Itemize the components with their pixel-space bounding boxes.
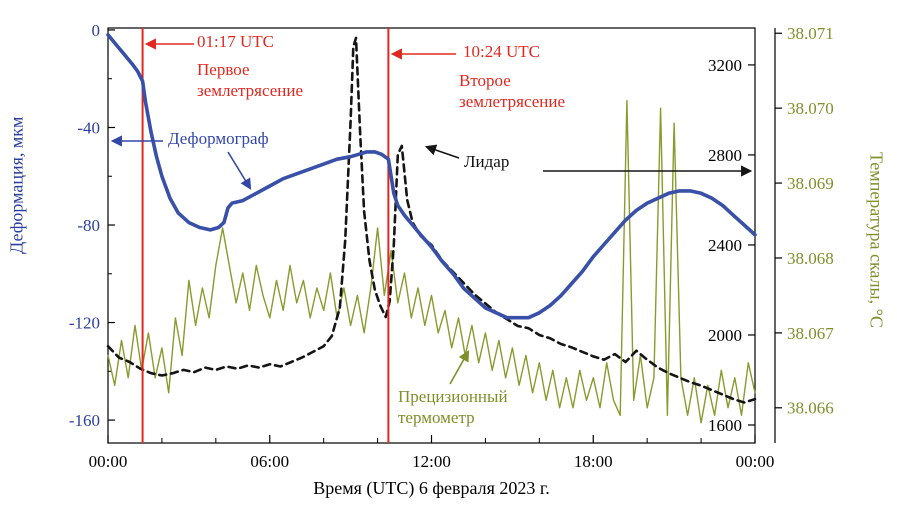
tick-label-x: 06:00 <box>250 452 289 471</box>
tick-label-lidar: 3200 <box>708 56 742 75</box>
tick-label-temperature: 38.066 <box>787 399 834 418</box>
temperature-series-line <box>107 99 756 424</box>
tick-label-deformation: -120 <box>69 313 100 332</box>
tick-label-x: 18:00 <box>574 452 613 471</box>
tick-label-lidar: 1600 <box>708 416 742 435</box>
tick-label-x: 00:00 <box>89 452 128 471</box>
y-axis-label-temperature: Температура скалы, °С <box>866 152 887 328</box>
annotation-arrow <box>449 350 470 385</box>
tick-label-temperature: 38.069 <box>787 174 834 193</box>
annotation-arrow <box>424 144 460 159</box>
lidar-series-line <box>106 36 757 404</box>
tick-label-x: 12:00 <box>412 452 451 471</box>
tick-label-lidar: 2400 <box>708 236 742 255</box>
annotation-arrow <box>227 151 252 190</box>
deformation-series-line <box>106 32 757 320</box>
tick-label-deformation: -40 <box>77 118 100 137</box>
event1-name-label: Первое землетрясение <box>197 60 304 100</box>
thermometer-series-label: Прецизионный термометр <box>398 387 508 427</box>
event1-time-label: 01:17 UTC <box>197 32 274 51</box>
event2-time-label: 10:24 UTC <box>463 42 540 61</box>
y-axis-label-deformation: Деформация, мкм <box>6 116 27 254</box>
tick-label-lidar: 2000 <box>708 326 742 345</box>
tick-label-temperature: 38.070 <box>787 99 834 118</box>
tick-label-lidar: 2800 <box>708 146 742 165</box>
tick-label-temperature: 38.067 <box>787 324 834 343</box>
tick-label-deformation: -160 <box>69 411 100 430</box>
x-axis-label: Время (UTC) 6 февраля 2023 г. <box>313 478 550 498</box>
tick-label-x: 00:00 <box>736 452 775 471</box>
tick-label-temperature: 38.071 <box>787 24 834 43</box>
tick-label-deformation: 0 <box>92 21 101 40</box>
tick-label-deformation: -80 <box>77 216 100 235</box>
event2-name-label: Второе землетрясение <box>459 71 566 111</box>
lidar-series-label: Лидар <box>464 152 510 171</box>
deformograph-series-label: Деформограф <box>168 129 269 148</box>
tick-label-temperature: 38.068 <box>787 249 834 268</box>
